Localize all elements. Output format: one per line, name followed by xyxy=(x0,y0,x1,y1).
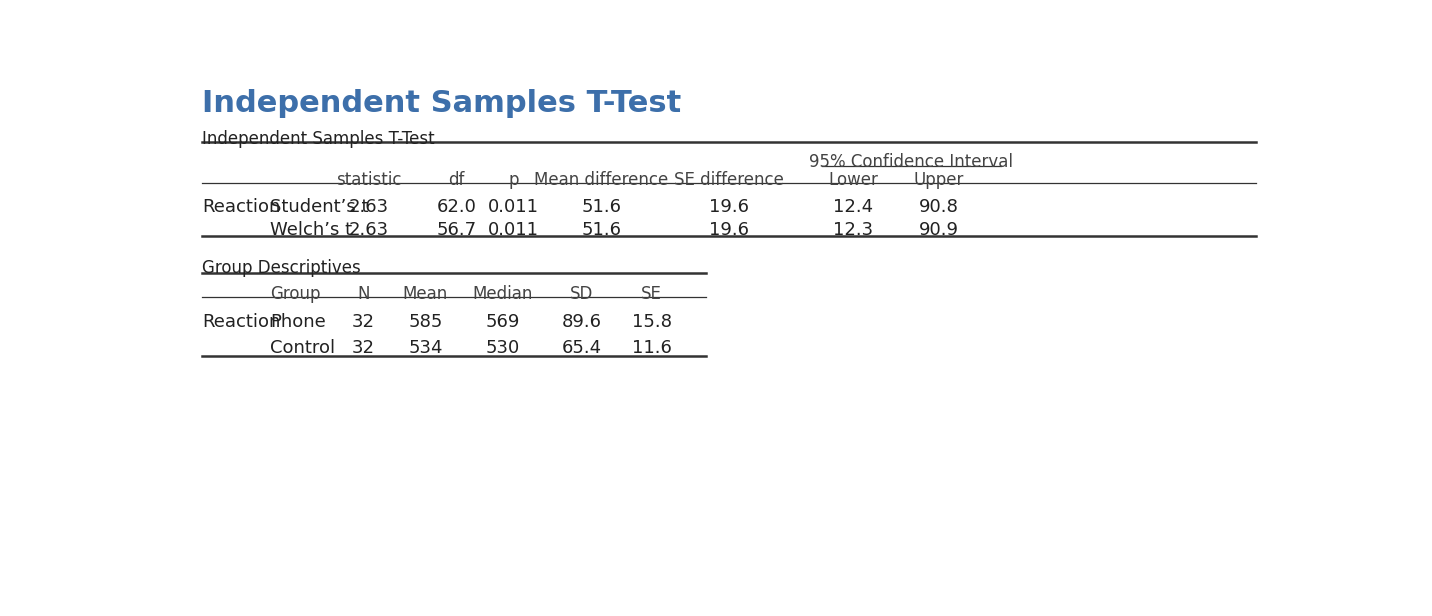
Text: Group: Group xyxy=(271,285,321,303)
Text: 534: 534 xyxy=(408,339,442,357)
Text: 11.6: 11.6 xyxy=(632,339,672,357)
Text: Reaction: Reaction xyxy=(202,314,281,331)
Text: 90.9: 90.9 xyxy=(918,221,958,239)
Text: 12.4: 12.4 xyxy=(833,198,874,216)
Text: 19.6: 19.6 xyxy=(709,221,749,239)
Text: 19.6: 19.6 xyxy=(709,198,749,216)
Text: 89.6: 89.6 xyxy=(561,314,601,331)
Text: 15.8: 15.8 xyxy=(632,314,672,331)
Text: Phone: Phone xyxy=(271,314,326,331)
Text: 95% Confidence Interval: 95% Confidence Interval xyxy=(809,153,1014,171)
Text: 32: 32 xyxy=(352,339,375,357)
Text: Control: Control xyxy=(271,339,335,357)
Text: 90.8: 90.8 xyxy=(918,198,958,216)
Text: N: N xyxy=(357,285,369,303)
Text: 56.7: 56.7 xyxy=(437,221,477,239)
Text: 51.6: 51.6 xyxy=(581,198,621,216)
Text: 12.3: 12.3 xyxy=(833,221,874,239)
Text: 62.0: 62.0 xyxy=(437,198,477,216)
Text: Mean: Mean xyxy=(402,285,448,303)
Text: SE difference: SE difference xyxy=(674,171,785,189)
Text: Median: Median xyxy=(473,285,533,303)
Text: 530: 530 xyxy=(485,339,520,357)
Text: 2.63: 2.63 xyxy=(349,198,390,216)
Text: Independent Samples T-Test: Independent Samples T-Test xyxy=(202,130,435,148)
Text: 2.63: 2.63 xyxy=(349,221,390,239)
Text: df: df xyxy=(448,171,464,189)
Text: Welch’s t: Welch’s t xyxy=(271,221,352,239)
Text: SE: SE xyxy=(642,285,662,303)
Text: Student’s t: Student’s t xyxy=(271,198,369,216)
Text: 32: 32 xyxy=(352,314,375,331)
Text: p: p xyxy=(508,171,518,189)
Text: Lower: Lower xyxy=(828,171,878,189)
Text: 569: 569 xyxy=(485,314,520,331)
Text: 0.011: 0.011 xyxy=(488,221,540,239)
Text: Group Descriptives: Group Descriptives xyxy=(202,259,361,277)
Text: SD: SD xyxy=(570,285,594,303)
Text: 65.4: 65.4 xyxy=(561,339,601,357)
Text: 51.6: 51.6 xyxy=(581,221,621,239)
Text: Reaction: Reaction xyxy=(202,198,281,216)
Text: Independent Samples T-Test: Independent Samples T-Test xyxy=(202,89,682,118)
Text: Mean difference: Mean difference xyxy=(534,171,669,189)
Text: Upper: Upper xyxy=(914,171,964,189)
Text: 585: 585 xyxy=(408,314,442,331)
Text: statistic: statistic xyxy=(337,171,401,189)
Text: 0.011: 0.011 xyxy=(488,198,540,216)
